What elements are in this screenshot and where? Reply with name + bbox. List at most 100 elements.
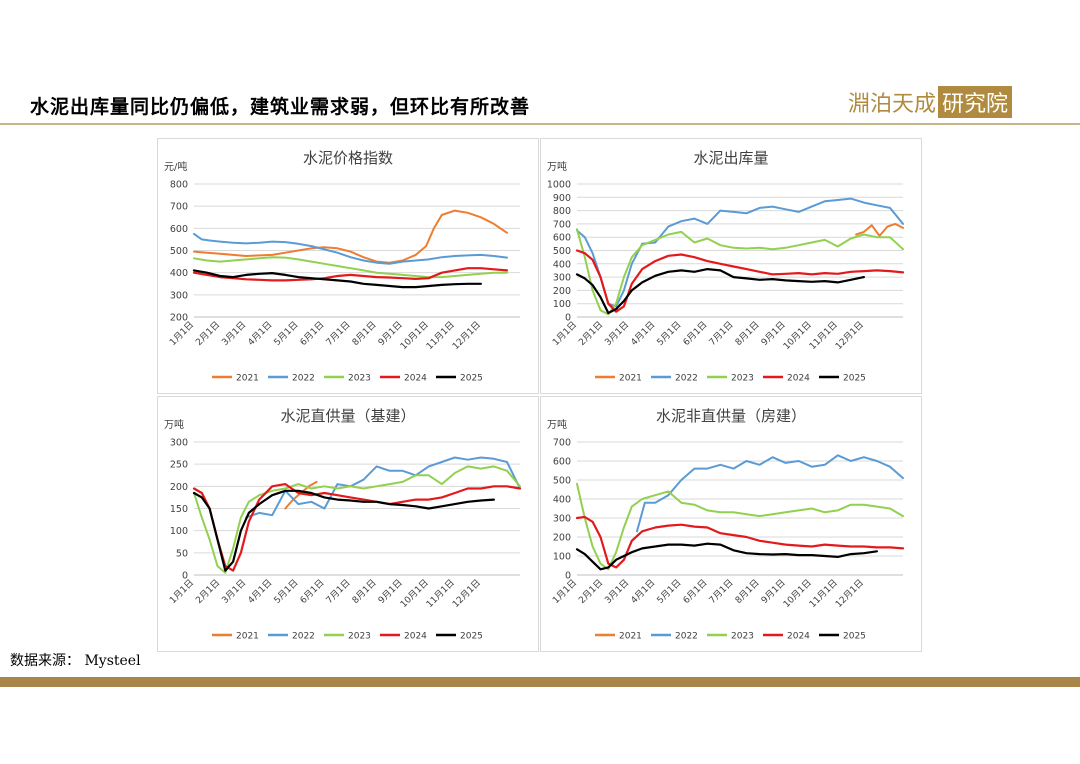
y-tick-label: 700 — [553, 219, 571, 230]
y-tick-label: 500 — [170, 246, 188, 257]
series-line-2023 — [193, 256, 508, 279]
x-tick-label: 12月1日 — [833, 577, 866, 610]
series-line-2023 — [576, 228, 904, 316]
x-tick-label: 3月1日 — [220, 319, 249, 348]
x-tick-label: 8月1日 — [733, 319, 762, 348]
legend-label-2025: 2025 — [843, 374, 866, 384]
x-tick-label: 6月1日 — [298, 319, 327, 348]
series-line-2022 — [193, 232, 508, 265]
logo-text: 淵泊天成 — [848, 92, 937, 117]
x-tick-label: 4月1日 — [246, 319, 275, 348]
series-line-2022 — [636, 454, 904, 533]
series-line-2025 — [192, 489, 495, 572]
y-tick-label: 800 — [553, 206, 571, 217]
y-tick-label: 600 — [170, 224, 188, 235]
legend-label-2025: 2025 — [460, 632, 483, 642]
x-tick-label: 1月1日 — [168, 319, 197, 348]
y-tick-label: 300 — [170, 438, 188, 449]
y-tick-label: 100 — [553, 552, 571, 563]
legend-label-2024: 2024 — [404, 374, 427, 384]
x-tick-label: 12月1日 — [833, 319, 866, 352]
x-tick-label: 5月1日 — [272, 577, 301, 606]
legend-label-2022: 2022 — [292, 374, 315, 384]
x-tick-label: 12月1日 — [450, 577, 483, 610]
y-tick-label: 0 — [565, 571, 571, 582]
series-line-2022 — [245, 456, 521, 519]
legend-label-2022: 2022 — [675, 632, 698, 642]
x-tick-label: 6月1日 — [681, 577, 710, 606]
y-axis-unit: 万吨 — [547, 160, 567, 173]
x-tick-label: 4月1日 — [629, 577, 658, 606]
legend-label-2023: 2023 — [731, 632, 754, 642]
x-tick-label: 6月1日 — [681, 319, 710, 348]
series-line-2024 — [192, 267, 509, 282]
y-tick-label: 700 — [553, 438, 571, 449]
legend-label-2022: 2022 — [675, 374, 698, 384]
series-line-2022 — [576, 197, 904, 308]
y-tick-label: 600 — [553, 233, 571, 244]
x-tick-label: 12月1日 — [450, 319, 483, 352]
company-logo: 淵泊天成 研究院 — [848, 86, 1013, 118]
legend-label-2021: 2021 — [619, 374, 642, 384]
chart-cement-shipments: 水泥出库量 万吨 0 100 200 300 400 500 600 700 800 900 1000 1… — [540, 138, 922, 394]
chart-nondirect-supply-housing: 水泥非直供量（房建） 万吨 0 100 200 300 400 500 600 700 1月1日 2月… — [540, 396, 922, 652]
legend-label-2025: 2025 — [460, 374, 483, 384]
y-tick-label: 100 — [553, 299, 571, 310]
y-axis-unit: 万吨 — [547, 418, 567, 431]
series-line-2023 — [193, 465, 521, 574]
x-tick-label: 2月1日 — [577, 577, 606, 606]
y-tick-label: 400 — [553, 259, 571, 270]
legend-label-2022: 2022 — [292, 632, 315, 642]
x-tick-label: 3月1日 — [603, 577, 632, 606]
y-tick-label: 800 — [170, 180, 188, 191]
series-line-2024 — [575, 515, 905, 569]
x-tick-label: 5月1日 — [655, 319, 684, 348]
logo-box-text: 研究院 — [938, 86, 1013, 118]
data-source: 数据来源： Mysteel — [10, 653, 141, 669]
y-tick-label: 50 — [176, 548, 188, 559]
chart-title: 水泥价格指数 — [303, 149, 393, 167]
series-line-2025 — [575, 268, 865, 315]
y-tick-label: 400 — [170, 268, 188, 279]
y-tick-label: 150 — [170, 504, 188, 515]
x-tick-label: 4月1日 — [629, 319, 658, 348]
x-tick-label: 7月1日 — [707, 319, 736, 348]
chart-svg: 水泥非直供量（房建） 万吨 0 100 200 300 400 500 600 700 1月1日2月… — [547, 407, 905, 642]
y-tick-label: 200 — [553, 533, 571, 544]
y-tick-label: 200 — [553, 286, 571, 297]
series-line-2025 — [192, 269, 482, 289]
legend-label-2021: 2021 — [236, 632, 259, 642]
y-axis-unit: 元/吨 — [164, 160, 187, 173]
y-tick-label: 200 — [170, 313, 188, 324]
legend-label-2021: 2021 — [236, 374, 259, 384]
x-tick-label: 1月1日 — [551, 319, 580, 348]
series-line-2023 — [576, 482, 904, 571]
chart-svg: 水泥直供量（基建） 万吨 0 50 100 150 200 250 300 1月1日2月1日3月1… — [164, 407, 522, 642]
chart-title: 水泥出库量 — [693, 149, 768, 167]
x-tick-label: 3月1日 — [220, 577, 249, 606]
y-axis-unit: 万吨 — [164, 418, 184, 431]
chart-direct-supply-infrastructure: 水泥直供量（基建） 万吨 0 50 100 150 200 250 300 1月1日 2月1日 3月1… — [157, 396, 539, 652]
x-tick-label: 4月1日 — [246, 577, 275, 606]
x-tick-label: 1月1日 — [551, 577, 580, 606]
y-tick-label: 100 — [170, 526, 188, 537]
x-tick-label: 7月1日 — [707, 577, 736, 606]
series-line-2024 — [192, 482, 522, 572]
x-tick-label: 8月1日 — [350, 319, 379, 348]
y-tick-label: 500 — [553, 246, 571, 257]
x-tick-label: 2月1日 — [194, 577, 223, 606]
series-line-2021 — [193, 209, 508, 264]
x-tick-label: 6月1日 — [298, 577, 327, 606]
x-tick-label: 8月1日 — [733, 577, 762, 606]
y-tick-label: 1000 — [547, 180, 571, 191]
x-tick-label: 5月1日 — [272, 319, 301, 348]
chart-cement-price-index: 水泥价格指数 元/吨 200 300 400 500 600 700 800 1月1日 2月1日 3月… — [157, 138, 539, 394]
page-title: 水泥出库量同比仍偏低，建筑业需求弱，但环比有所改善 — [30, 96, 531, 118]
x-tick-label: 8月1日 — [350, 577, 379, 606]
x-tick-label: 7月1日 — [324, 577, 353, 606]
y-tick-label: 700 — [170, 202, 188, 213]
y-tick-label: 250 — [170, 460, 188, 471]
legend-label-2024: 2024 — [787, 374, 810, 384]
chart-title: 水泥直供量（基建） — [280, 407, 415, 425]
